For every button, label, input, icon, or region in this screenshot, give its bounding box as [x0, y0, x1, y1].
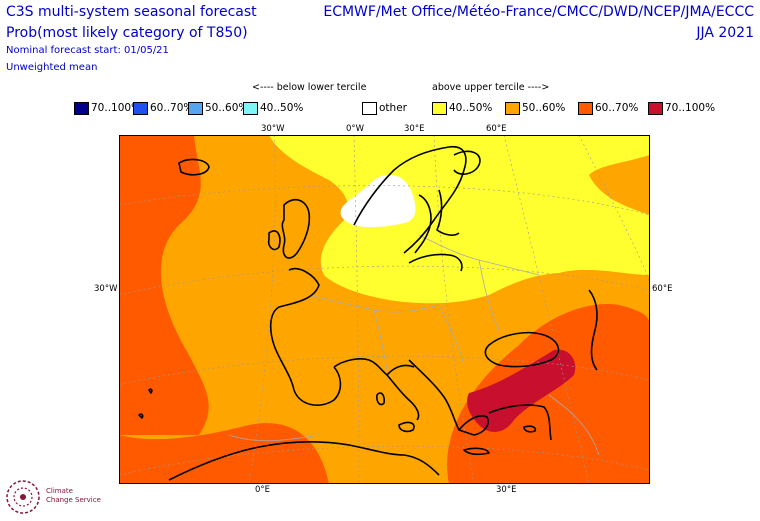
subtitle: Prob(most likely category of T850) — [6, 25, 248, 41]
logo-line2: Change Service — [46, 496, 101, 504]
legend-swatch — [188, 101, 203, 115]
lon-label-30e-top: 30°E — [404, 124, 425, 134]
title: C3S multi-system seasonal forecast — [6, 4, 257, 20]
legend-label: 40..50% — [260, 102, 304, 114]
lon-label-30e-bottom: 30°E — [496, 485, 517, 495]
legend-label: 50..60% — [205, 102, 249, 114]
legend-item: 40..50% — [243, 101, 303, 115]
mean-type: Unweighted mean — [6, 62, 98, 73]
legend-swatch — [243, 101, 258, 115]
lat-label-right: 60°E — [652, 284, 673, 294]
forecast-start: Nominal forecast start: 01/05/21 — [6, 45, 169, 56]
logo-line1: Climate — [46, 487, 73, 495]
legend-item: 60..70% — [133, 101, 193, 115]
map-frame — [119, 135, 650, 484]
copernicus-logo: Climate Change Service — [4, 477, 101, 521]
legend-label: 70..100% — [665, 102, 716, 114]
legend-label: 70..100% — [91, 102, 142, 114]
legend-item: 70..100% — [74, 101, 141, 115]
region-60-70-west — [119, 135, 209, 435]
lon-label-60e-top: 60°E — [486, 124, 507, 134]
lon-label-0e-bottom: 0°E — [255, 485, 271, 495]
legend-swatch — [578, 101, 593, 115]
region-60-70-east — [447, 304, 650, 484]
legend-swatch — [362, 101, 377, 115]
lat-label-left: 30°W — [94, 284, 118, 294]
legend-label: other — [379, 102, 407, 114]
legend-item: 40..50% — [432, 101, 492, 115]
legend-label: 60..70% — [150, 102, 194, 114]
legend-item: 50..60% — [505, 101, 565, 115]
legend-item: other — [362, 101, 407, 115]
region-60-70-south — [119, 423, 329, 484]
legend-below-label: <---- below lower tercile — [252, 82, 367, 93]
legend-item: 50..60% — [188, 101, 248, 115]
lon-label-0w: 0°W — [346, 124, 365, 134]
legend-label: 40..50% — [449, 102, 493, 114]
region-40-50-north — [269, 135, 650, 304]
lon-label-30w: 30°W — [261, 124, 285, 134]
legend-above-label: above upper tercile ----> — [432, 82, 550, 93]
legend-item: 70..100% — [648, 101, 715, 115]
season: JJA 2021 — [696, 25, 754, 41]
legend-swatch — [432, 101, 447, 115]
climate-logo-icon — [6, 480, 40, 514]
forecast-map — [119, 135, 650, 484]
legend-item: 60..70% — [578, 101, 638, 115]
legend-swatch — [74, 101, 89, 115]
legend-swatch — [505, 101, 520, 115]
legend-label: 60..70% — [595, 102, 639, 114]
centres: ECMWF/Met Office/Météo-France/CMCC/DWD/N… — [323, 4, 754, 20]
legend-label: 50..60% — [522, 102, 566, 114]
legend-swatch — [133, 101, 148, 115]
legend-swatch — [648, 101, 663, 115]
